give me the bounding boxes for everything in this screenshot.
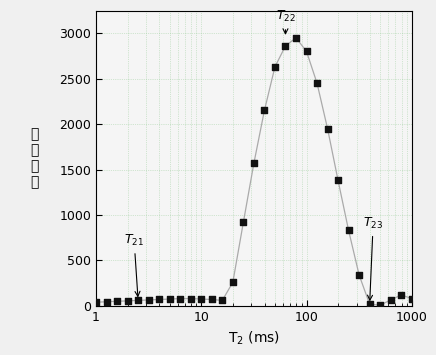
Point [272,64,279,70]
Point [345,228,352,233]
Point [334,178,341,183]
Point [377,302,384,308]
Point [198,296,205,302]
Point [293,35,300,40]
Point [408,296,415,301]
Point [240,219,247,225]
Point [387,297,394,303]
Text: $T_{22}$: $T_{22}$ [276,9,295,34]
Point [208,297,215,302]
Point [282,43,289,49]
Point [113,299,120,304]
Point [219,297,226,303]
Point [261,108,268,113]
Point [324,126,331,131]
Point [145,297,152,303]
Point [398,292,405,298]
Point [303,49,310,54]
Point [366,301,373,307]
Point [229,279,236,285]
X-axis label: T$_2$ (ms): T$_2$ (ms) [228,329,280,347]
Point [156,297,163,302]
Text: $T_{21}$: $T_{21}$ [124,233,144,296]
Point [356,272,363,278]
Point [166,296,173,302]
Point [177,296,184,301]
Point [124,298,131,304]
Text: $T_{23}$: $T_{23}$ [363,216,383,300]
Y-axis label: 信
号
幅
度: 信 号 幅 度 [30,127,38,190]
Point [250,160,257,166]
Point [92,299,99,305]
Point [187,296,194,301]
Point [103,299,110,305]
Point [135,297,142,303]
Point [313,80,320,86]
